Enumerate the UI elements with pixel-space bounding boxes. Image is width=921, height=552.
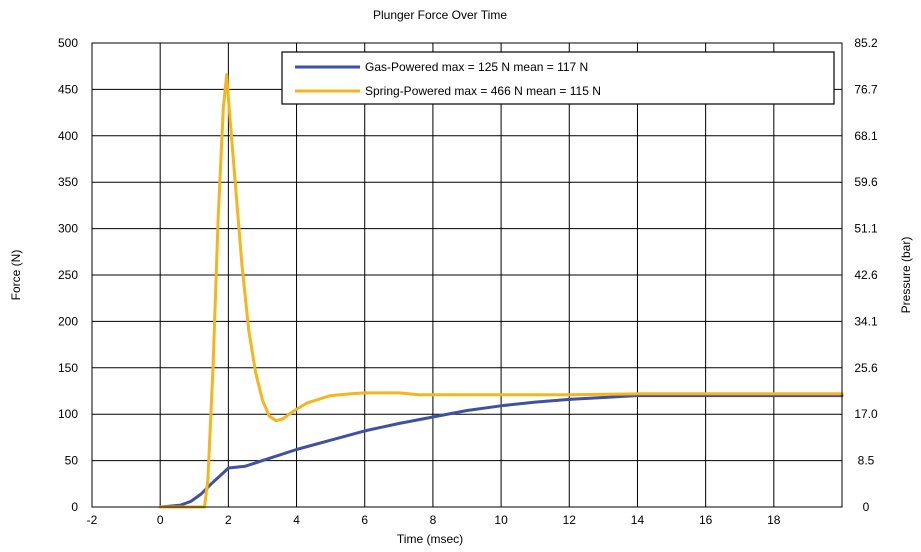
- legend: Gas-Powered max = 125 N mean = 117 N Spri…: [282, 52, 834, 104]
- x-tick-label: -2: [87, 513, 98, 527]
- x-tick-label: 16: [699, 513, 713, 527]
- y-tick-label: 250: [58, 268, 78, 282]
- y2-tick-label: 17.0: [854, 407, 878, 421]
- x-tick-label: 8: [430, 513, 437, 527]
- grid-lines: [92, 43, 842, 507]
- x-tick-labels: -2 0 2 4 6 8 10 12 14 16 18: [87, 513, 781, 527]
- x-tick-label: 2: [225, 513, 232, 527]
- x-tick-label: 0: [157, 513, 164, 527]
- y2-tick-label: 25.6: [854, 361, 878, 375]
- y2-tick-label: 34.1: [854, 314, 878, 328]
- chart-title: Plunger Force Over Time: [373, 8, 507, 22]
- y-tick-label: 0: [71, 500, 78, 514]
- y2-tick-label: 59.6: [854, 175, 878, 189]
- legend-label: Spring-Powered max = 466 N mean = 115 N: [365, 84, 601, 98]
- x-tick-label: 18: [767, 513, 781, 527]
- y2-tick-label: 8.5: [858, 454, 875, 468]
- y-tick-label: 450: [58, 82, 78, 96]
- x-axis-label: Time (msec): [397, 532, 463, 546]
- y-tick-label: 150: [58, 361, 78, 375]
- y-tick-labels: 0 50 100 150 200 250 300 350 400 450 500: [58, 36, 78, 514]
- y2-tick-label: 51.1: [854, 222, 878, 236]
- y-axis-label: Force (N): [9, 250, 23, 301]
- y2-axis-label: Pressure (bar): [899, 237, 913, 314]
- x-tick-label: 10: [494, 513, 508, 527]
- y-tick-label: 350: [58, 175, 78, 189]
- y-tick-label: 500: [58, 36, 78, 50]
- y-tick-label: 400: [58, 129, 78, 143]
- legend-label: Gas-Powered max = 125 N mean = 117 N: [365, 60, 588, 74]
- y-tick-label: 200: [58, 314, 78, 328]
- x-tick-label: 4: [293, 513, 300, 527]
- y2-tick-label: 68.1: [854, 129, 878, 143]
- y-tick-label: 100: [58, 407, 78, 421]
- y2-tick-label: 85.2: [854, 36, 878, 50]
- x-tick-label: 12: [563, 513, 577, 527]
- y2-tick-label: 0: [863, 500, 870, 514]
- y2-tick-labels: 0 8.5 17.0 25.6 34.1 42.6 51.1 59.6 68.1 76.7 85.2: [854, 36, 878, 514]
- x-tick-label: 6: [361, 513, 368, 527]
- y-tick-label: 50: [65, 454, 79, 468]
- y-tick-label: 300: [58, 222, 78, 236]
- y2-tick-label: 42.6: [854, 268, 878, 282]
- y2-tick-label: 76.7: [854, 82, 878, 96]
- x-tick-label: 14: [631, 513, 645, 527]
